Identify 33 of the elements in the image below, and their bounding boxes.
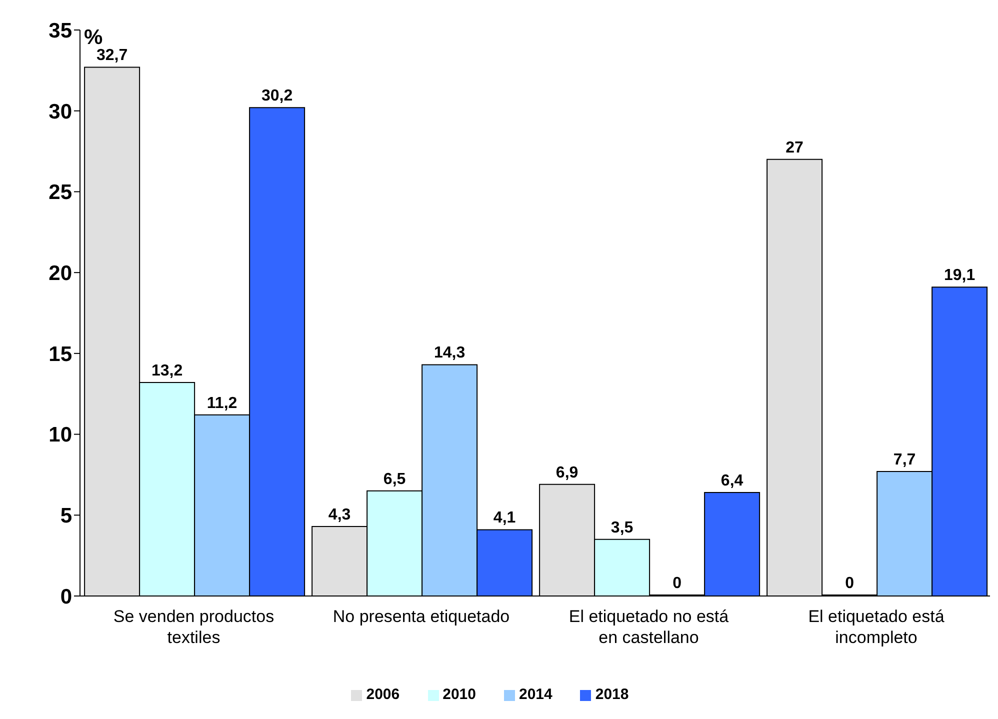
y-tick-label: 25 — [48, 181, 72, 204]
y-tick-label: 5 — [60, 504, 72, 528]
data-label: 19,1 — [944, 267, 976, 284]
x-tick-label: El etiquetado está incompleto — [808, 607, 945, 647]
data-label: 11,2 — [206, 394, 238, 412]
y-tick-label: 0 — [60, 585, 72, 608]
data-label: 27 — [786, 139, 804, 156]
x-tick-label: Se venden productos textiles — [113, 607, 274, 647]
data-label: 6,5 — [383, 470, 406, 488]
data-label: 6,4 — [720, 472, 744, 490]
data-label: 6,9 — [556, 464, 578, 482]
data-label: 0 — [845, 575, 854, 592]
data-label: 4,3 — [328, 506, 351, 524]
data-label: 13,2 — [151, 362, 183, 380]
x-tick-label: El etiquetado no está en castellano — [568, 607, 730, 647]
legend-label: 2010 — [442, 686, 476, 703]
data-label: 30,2 — [261, 88, 293, 105]
y-tick-label: 20 — [48, 262, 72, 286]
y-axis-title: % — [84, 26, 103, 49]
y-tick-label: 10 — [48, 424, 72, 447]
y-tick-label: 15 — [48, 342, 72, 366]
x-tick-label: No presenta etiquetado — [332, 607, 510, 626]
data-label: 7,7 — [893, 451, 916, 468]
legend-label: 2006 — [366, 686, 400, 703]
y-tick-label: 35 — [48, 19, 72, 42]
data-label: 3,5 — [610, 519, 634, 536]
data-label: 32,7 — [96, 47, 128, 64]
data-label: 14,3 — [434, 344, 466, 362]
legend-label: 2014 — [519, 686, 552, 703]
data-label: 4,1 — [493, 510, 516, 527]
data-label: 0 — [672, 575, 682, 592]
y-tick-label: 30 — [48, 100, 72, 124]
legend-label: 2018 — [595, 686, 629, 703]
